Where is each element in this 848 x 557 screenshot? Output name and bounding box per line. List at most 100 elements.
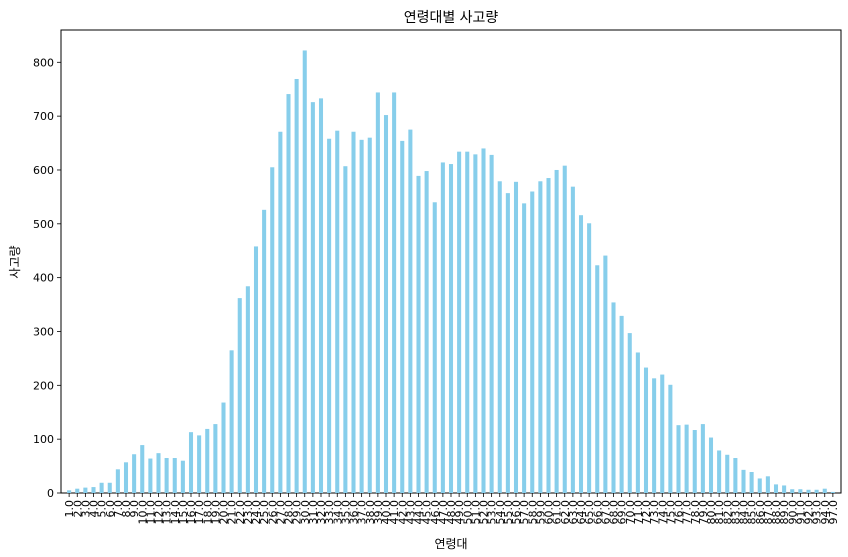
bar (676, 425, 681, 493)
x-tick-label: 29.0 (291, 500, 304, 525)
x-tick-label: 22.0 (234, 500, 247, 525)
x-tick-label: 19.0 (209, 500, 222, 525)
x-tick-label: 10.0 (136, 500, 149, 525)
x-tick-label: 41.0 (388, 500, 401, 525)
x-tick-label: 36.0 (348, 500, 361, 525)
x-tick-label: 80.0 (705, 500, 718, 525)
x-tick-label: 16.0 (185, 500, 198, 525)
bar (790, 489, 795, 493)
x-tick-label: 52.0 (478, 500, 491, 525)
x-tick-label: 92.0 (803, 500, 816, 525)
bar (400, 140, 405, 493)
x-tick-label: 43.0 (404, 500, 417, 525)
x-tick-label: 6.0 (104, 500, 117, 518)
bar (814, 489, 819, 493)
y-tick-label: 500 (33, 218, 54, 231)
bar (700, 424, 705, 493)
bar (489, 154, 494, 493)
bar (229, 350, 234, 493)
bar (416, 175, 421, 493)
bar (668, 384, 673, 493)
x-tick-label: 87.0 (762, 500, 775, 525)
y-tick-label: 400 (33, 272, 54, 285)
bar (132, 454, 137, 493)
bar (733, 458, 738, 493)
bar (99, 482, 104, 493)
x-tick-label: 75.0 (664, 500, 677, 525)
bar (465, 151, 470, 494)
x-axis-label: 연령대 (434, 537, 467, 551)
bar (757, 478, 762, 493)
bar (318, 98, 324, 494)
x-tick-label: 64.0 (575, 500, 588, 525)
y-axis: 0 100 200 300 400 500 600 700 800 (33, 56, 61, 500)
bar (497, 181, 502, 493)
bar (375, 92, 380, 493)
x-tick-label: 65.0 (583, 500, 596, 525)
x-tick-label: 48.0 (445, 500, 458, 525)
x-tick-label: 67.0 (599, 500, 612, 525)
bar (692, 430, 697, 493)
x-tick-label: 15.0 (177, 500, 190, 525)
x-tick-label: 63.0 (567, 500, 580, 525)
x-tick-label: 72.0 (640, 500, 653, 525)
bar (75, 488, 80, 493)
bar (253, 246, 259, 493)
x-tick-label: 2.0 (71, 500, 84, 518)
bar (180, 460, 185, 493)
bar (765, 476, 770, 493)
x-tick-label: 31.0 (307, 500, 320, 525)
bar (652, 378, 657, 493)
x-tick-label: 49.0 (453, 500, 466, 525)
x-tick-label: 61.0 (551, 500, 564, 525)
x-tick-label: 60.0 (543, 500, 556, 525)
bar (424, 171, 429, 494)
x-tick-label: 54.0 (494, 500, 507, 525)
bar (237, 298, 242, 493)
y-tick-label: 600 (33, 164, 54, 177)
y-tick-label: 300 (33, 325, 54, 338)
x-tick-label: 12.0 (153, 500, 166, 525)
x-tick-label: 25.0 (258, 500, 271, 525)
x-axis: 1.02.03.04.05.06.07.08.09.010.011.012.01… (63, 493, 840, 525)
bar (262, 209, 267, 493)
y-tick-label: 700 (33, 110, 54, 123)
bar (440, 162, 445, 493)
x-tick-label: 57.0 (518, 500, 531, 525)
bar (367, 137, 372, 494)
bar (830, 491, 835, 493)
x-tick-label: 85.0 (746, 500, 759, 525)
bar (481, 148, 486, 493)
bar (188, 432, 194, 493)
bar (741, 469, 746, 493)
x-tick-label: 24.0 (250, 500, 263, 525)
bar (351, 131, 356, 493)
x-tick-label: 23.0 (242, 500, 255, 525)
x-tick-label: 47.0 (437, 500, 450, 525)
x-tick-label: 32.0 (315, 500, 328, 525)
bar (302, 50, 307, 494)
x-tick-label: 51.0 (469, 500, 482, 525)
x-tick-label: 55.0 (502, 500, 515, 525)
bar (578, 215, 584, 493)
bar (546, 178, 551, 494)
x-tick-label: 26.0 (266, 500, 279, 525)
bar (603, 255, 608, 493)
x-tick-label: 34.0 (331, 500, 344, 525)
x-tick-label: 89.0 (778, 500, 791, 525)
bar (749, 472, 754, 493)
bar (473, 154, 478, 494)
bar (660, 374, 665, 493)
bar (538, 181, 543, 493)
bar (432, 202, 437, 493)
bar (782, 485, 787, 493)
bar (562, 165, 567, 494)
x-tick-label: 21.0 (226, 500, 239, 525)
bar (91, 487, 96, 493)
x-tick-label: 30.0 (299, 500, 312, 525)
bar (197, 435, 202, 493)
x-tick-label: 28.0 (283, 500, 296, 525)
x-tick-label: 86.0 (754, 500, 767, 525)
y-tick-label: 200 (33, 379, 54, 392)
